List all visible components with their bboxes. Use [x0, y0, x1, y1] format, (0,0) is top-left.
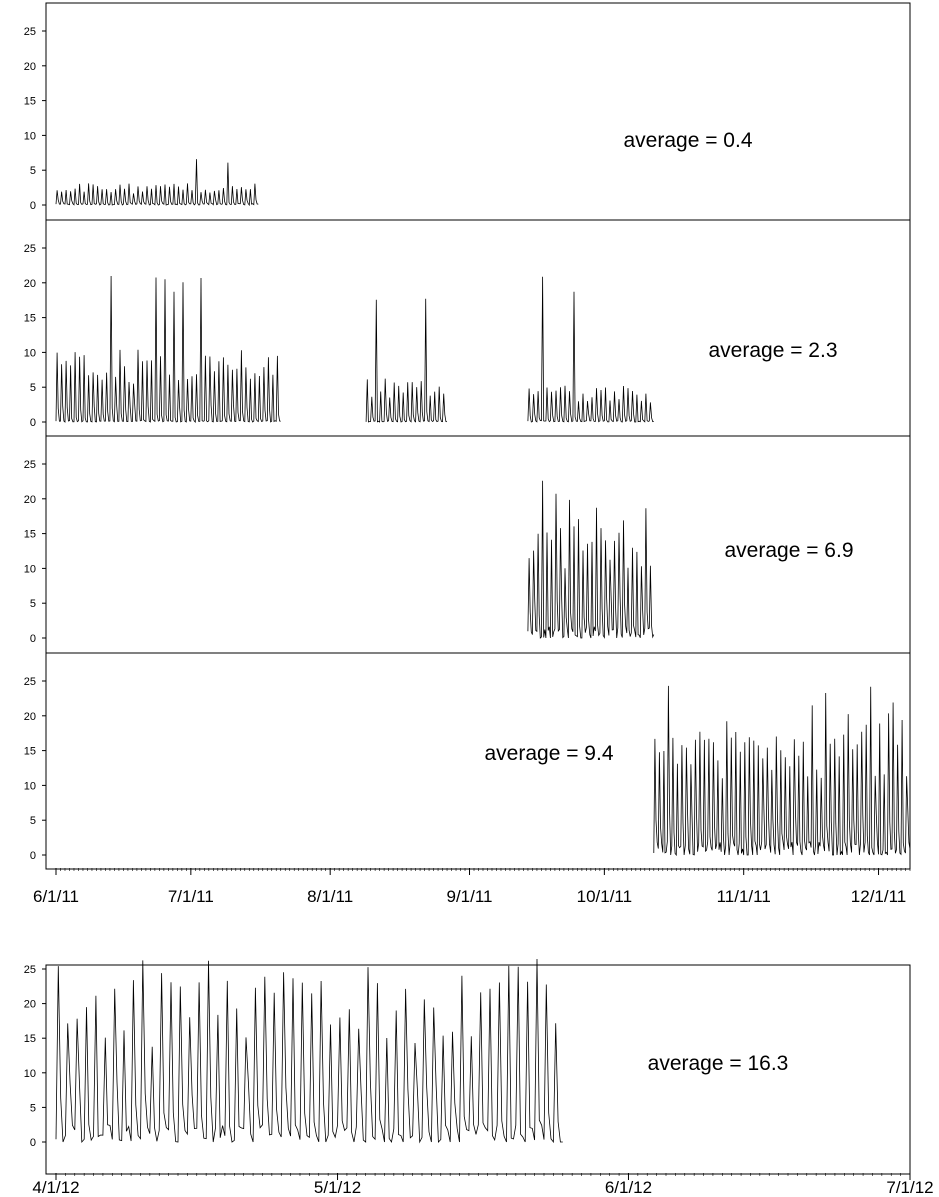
signal-trace	[55, 159, 259, 207]
y-tick-label: 0	[30, 417, 36, 429]
x-tick-label: 9/1/11	[447, 887, 493, 906]
y-tick-label: 5	[30, 165, 36, 177]
y-tick-label: 20	[24, 494, 36, 506]
y-axis: 0 5 10 15 20 25	[24, 964, 46, 1149]
x-tick-label: 6/1/12	[605, 1178, 652, 1197]
y-tick-label: 20	[24, 711, 36, 723]
y-tick-label: 25	[24, 676, 36, 688]
x-axis: 4/1/12 5/1/12 6/1/12 7/1/12	[32, 1173, 934, 1197]
y-tick-label: 10	[24, 130, 36, 142]
y-tick-label: 15	[24, 529, 36, 541]
y-tick-label: 15	[24, 746, 36, 758]
y-tick-label: 15	[24, 96, 36, 108]
y-axis: 0 5 10 15 20 25	[24, 26, 46, 212]
chart-panel-3: 0 5 10 15 20 25 average = 6.9	[24, 435, 911, 654]
y-tick-label: 5	[30, 1102, 36, 1114]
y-axis: 0 5 10 15 20 25	[24, 243, 46, 429]
average-annotation: average = 0.4	[623, 129, 752, 152]
chart-panel-5: 0 5 10 15 20 25 4/1/12 5/1/12 6/1/12 7/1/12 aver…	[24, 958, 934, 1197]
y-tick-label: 10	[24, 1068, 36, 1080]
x-tick-label: 10/1/11	[577, 887, 632, 906]
x-tick-label: 11/1/11	[717, 887, 771, 906]
average-annotation: average = 16.3	[648, 1052, 789, 1075]
y-tick-label: 0	[30, 850, 36, 862]
chart-panel-1: 0 5 10 15 20 25 average = 0.4	[24, 2, 911, 221]
y-tick-label: 10	[24, 780, 36, 792]
y-tick-label: 15	[24, 1033, 36, 1045]
plot-frame	[45, 2, 911, 221]
average-annotation: average = 6.9	[724, 539, 853, 562]
y-tick-label: 25	[24, 243, 36, 255]
signal-trace	[527, 480, 655, 639]
y-tick-label: 5	[30, 382, 36, 394]
y-tick-label: 10	[24, 347, 36, 359]
chart-panel-4: 0 5 10 15 20 25 6/1/11 7/1/11 8/1/11 9/1/11 10/1/…	[24, 652, 911, 906]
x-tick-label: 7/1/12	[886, 1178, 933, 1197]
y-tick-label: 20	[24, 278, 36, 290]
y-tick-label: 25	[24, 459, 36, 471]
x-tick-label: 4/1/12	[32, 1178, 79, 1197]
x-tick-label: 6/1/11	[33, 887, 79, 906]
plot-frame	[45, 964, 911, 1175]
signal-trace	[55, 958, 563, 1144]
average-annotation: average = 9.4	[484, 742, 613, 765]
x-tick-label: 5/1/12	[314, 1178, 361, 1197]
y-tick-label: 0	[30, 633, 36, 645]
signal-trace	[653, 685, 911, 857]
x-tick-label: 8/1/11	[307, 887, 353, 906]
x-tick-label: 12/1/11	[851, 887, 906, 906]
signal-trace	[55, 275, 654, 423]
y-tick-label: 20	[24, 999, 36, 1011]
y-tick-label: 10	[24, 563, 36, 575]
plot-frame	[45, 219, 911, 437]
y-axis: 0 5 10 15 20 25	[24, 676, 46, 862]
y-tick-label: 0	[30, 1137, 36, 1149]
y-tick-label: 0	[30, 200, 36, 212]
plot-frame	[45, 652, 911, 870]
x-tick-label: 7/1/11	[168, 887, 214, 906]
x-axis: 6/1/11 7/1/11 8/1/11 9/1/11 10/1/11 11/1/11 12…	[33, 868, 911, 906]
chart-panel-2: 0 5 10 15 20 25 average = 2.3	[24, 219, 911, 437]
y-tick-label: 20	[24, 61, 36, 73]
y-axis: 0 5 10 15 20 25	[24, 459, 46, 645]
y-tick-label: 15	[24, 313, 36, 325]
y-tick-label: 5	[30, 815, 36, 827]
average-annotation: average = 2.3	[708, 339, 837, 362]
y-tick-label: 25	[24, 964, 36, 976]
y-tick-label: 25	[24, 26, 36, 38]
y-tick-label: 5	[30, 598, 36, 610]
